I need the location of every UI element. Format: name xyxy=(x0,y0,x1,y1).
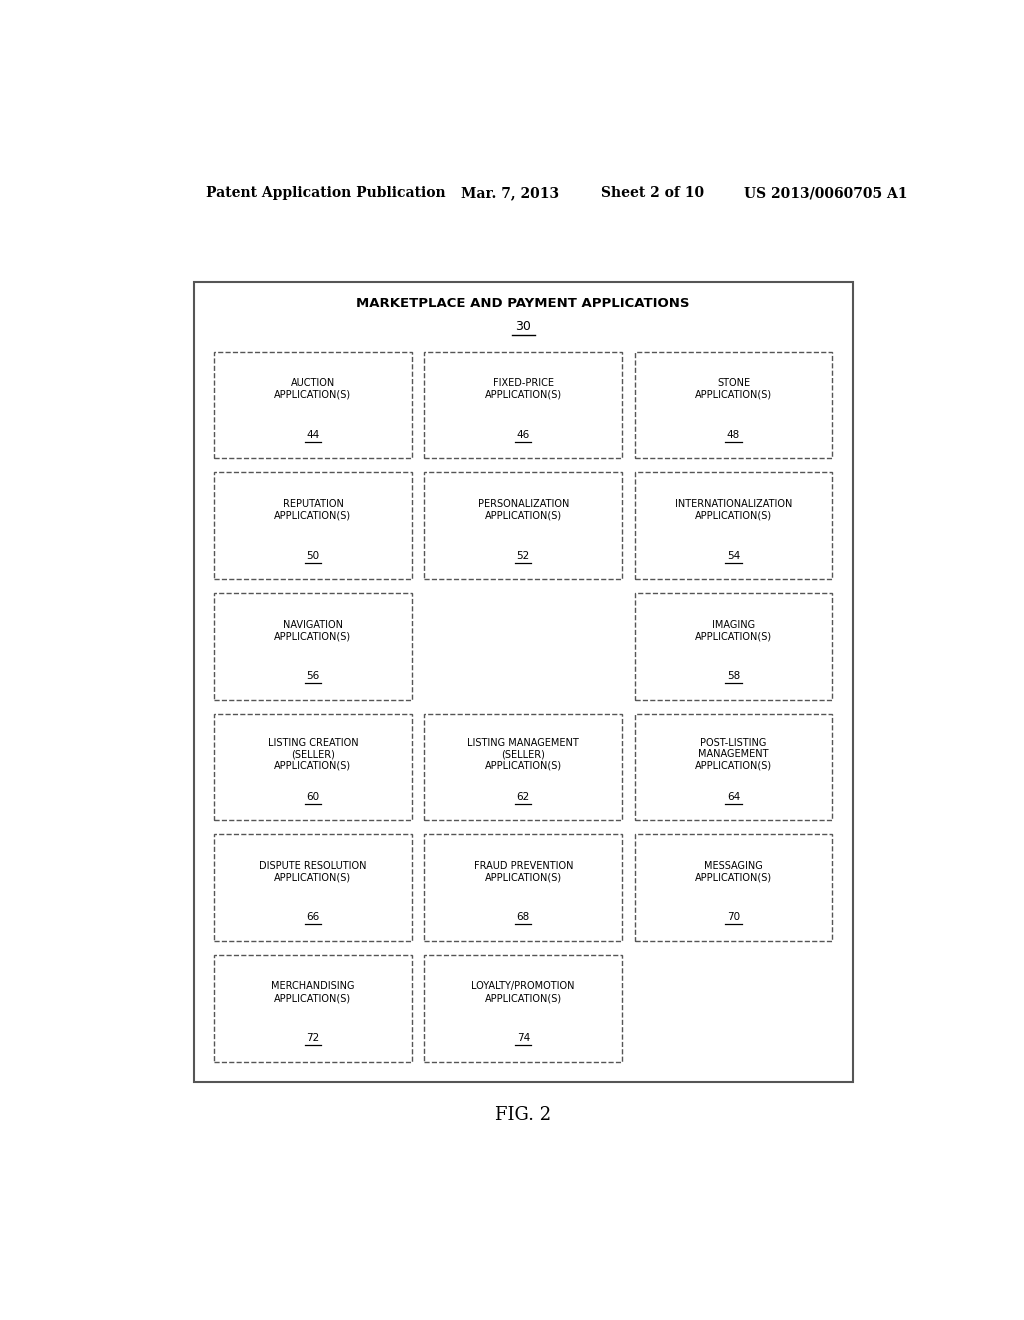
Bar xyxy=(424,834,623,941)
Bar xyxy=(424,954,623,1061)
Text: 52: 52 xyxy=(517,550,529,561)
Text: 66: 66 xyxy=(306,912,319,923)
Text: 54: 54 xyxy=(727,550,740,561)
Bar xyxy=(635,714,833,820)
Bar xyxy=(214,954,412,1061)
Text: LISTING MANAGEMENT
(SELLER)
APPLICATION(S): LISTING MANAGEMENT (SELLER) APPLICATION(… xyxy=(467,738,580,771)
Bar xyxy=(424,473,623,579)
Text: MARKETPLACE AND PAYMENT APPLICATIONS: MARKETPLACE AND PAYMENT APPLICATIONS xyxy=(356,297,690,310)
Text: LISTING CREATION
(SELLER)
APPLICATION(S): LISTING CREATION (SELLER) APPLICATION(S) xyxy=(267,738,358,771)
Text: DISPUTE RESOLUTION
APPLICATION(S): DISPUTE RESOLUTION APPLICATION(S) xyxy=(259,861,367,882)
Bar xyxy=(635,473,833,579)
Text: 74: 74 xyxy=(517,1034,529,1043)
Bar xyxy=(214,473,412,579)
Text: MESSAGING
APPLICATION(S): MESSAGING APPLICATION(S) xyxy=(695,861,772,882)
Text: NAVIGATION
APPLICATION(S): NAVIGATION APPLICATION(S) xyxy=(274,619,351,642)
Bar xyxy=(424,714,623,820)
Text: 62: 62 xyxy=(517,792,529,801)
Text: STONE
APPLICATION(S): STONE APPLICATION(S) xyxy=(695,379,772,400)
Text: 56: 56 xyxy=(306,671,319,681)
Text: US 2013/0060705 A1: US 2013/0060705 A1 xyxy=(744,186,907,201)
Text: REPUTATION
APPLICATION(S): REPUTATION APPLICATION(S) xyxy=(274,499,351,520)
Text: FIXED-PRICE
APPLICATION(S): FIXED-PRICE APPLICATION(S) xyxy=(484,379,562,400)
Bar xyxy=(635,834,833,941)
Bar xyxy=(214,593,412,700)
Text: 44: 44 xyxy=(306,430,319,440)
Text: MERCHANDISING
APPLICATION(S): MERCHANDISING APPLICATION(S) xyxy=(271,981,354,1003)
Text: 58: 58 xyxy=(727,671,740,681)
Text: POST-LISTING
MANAGEMENT
APPLICATION(S): POST-LISTING MANAGEMENT APPLICATION(S) xyxy=(695,738,772,771)
Text: 48: 48 xyxy=(727,430,740,440)
Bar xyxy=(635,593,833,700)
Text: PERSONALIZATION
APPLICATION(S): PERSONALIZATION APPLICATION(S) xyxy=(477,499,569,520)
Bar xyxy=(214,834,412,941)
Bar xyxy=(424,351,623,458)
Text: INTERNATIONALIZATION
APPLICATION(S): INTERNATIONALIZATION APPLICATION(S) xyxy=(675,499,793,520)
Bar xyxy=(635,351,833,458)
Text: 64: 64 xyxy=(727,792,740,801)
Text: 68: 68 xyxy=(517,912,529,923)
Text: 46: 46 xyxy=(517,430,529,440)
Text: 70: 70 xyxy=(727,912,740,923)
Text: Patent Application Publication: Patent Application Publication xyxy=(206,186,445,201)
Text: 72: 72 xyxy=(306,1034,319,1043)
Text: FIG. 2: FIG. 2 xyxy=(496,1106,551,1123)
Text: Sheet 2 of 10: Sheet 2 of 10 xyxy=(601,186,703,201)
Text: FRAUD PREVENTION
APPLICATION(S): FRAUD PREVENTION APPLICATION(S) xyxy=(473,861,573,882)
Text: 30: 30 xyxy=(515,319,531,333)
Text: Mar. 7, 2013: Mar. 7, 2013 xyxy=(461,186,559,201)
Bar xyxy=(214,714,412,820)
Text: 60: 60 xyxy=(306,792,319,801)
Text: IMAGING
APPLICATION(S): IMAGING APPLICATION(S) xyxy=(695,619,772,642)
Text: 50: 50 xyxy=(306,550,319,561)
Bar xyxy=(214,351,412,458)
Bar xyxy=(194,281,853,1082)
Text: LOYALTY/PROMOTION
APPLICATION(S): LOYALTY/PROMOTION APPLICATION(S) xyxy=(471,981,575,1003)
Text: AUCTION
APPLICATION(S): AUCTION APPLICATION(S) xyxy=(274,379,351,400)
